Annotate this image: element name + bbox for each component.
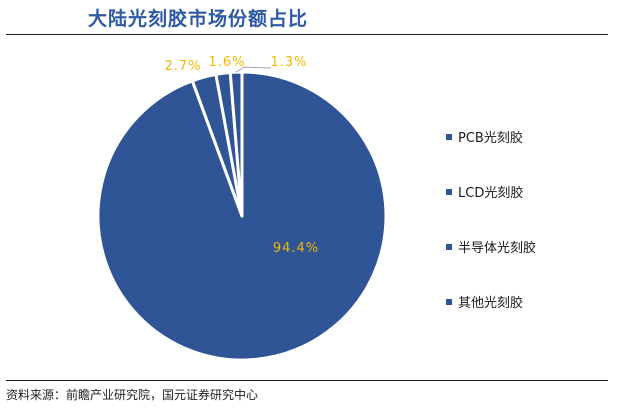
chart-legend: PCB光刻胶 LCD光刻胶 半导体光刻胶 其他光刻胶 [446,126,536,346]
legend-swatch [446,243,452,250]
legend-label: 其他光刻胶 [458,296,524,311]
bottom-rule [6,380,608,381]
legend-swatch [446,298,452,305]
source-note: 资料来源：前瞻产业研究院，国元证券研究中心 [6,388,259,402]
legend-item: 半导体光刻胶 [446,236,536,257]
legend-label: LCD光刻胶 [458,186,524,201]
legend-swatch [446,133,452,140]
data-label-3: 1.6% [208,55,245,70]
leader-line [235,66,272,73]
top-rule [6,34,608,35]
legend-label: 半导体光刻胶 [458,241,537,256]
pie-slices [96,70,388,362]
data-label-1: 94.4% [273,241,319,256]
legend-item: 其他光刻胶 [446,291,536,312]
legend-item: PCB光刻胶 [446,126,536,147]
data-label-2: 2.7% [164,59,201,74]
data-label-4: 1.3% [270,55,307,70]
chart-title: 大陆光刻胶市场份额占比 [88,8,309,30]
legend-swatch [446,188,452,195]
legend-label: PCB光刻胶 [458,131,523,146]
pie-data-labels: 94.4% 2.7% 1.6% 1.3% [164,55,319,256]
legend-item: LCD光刻胶 [446,181,536,202]
